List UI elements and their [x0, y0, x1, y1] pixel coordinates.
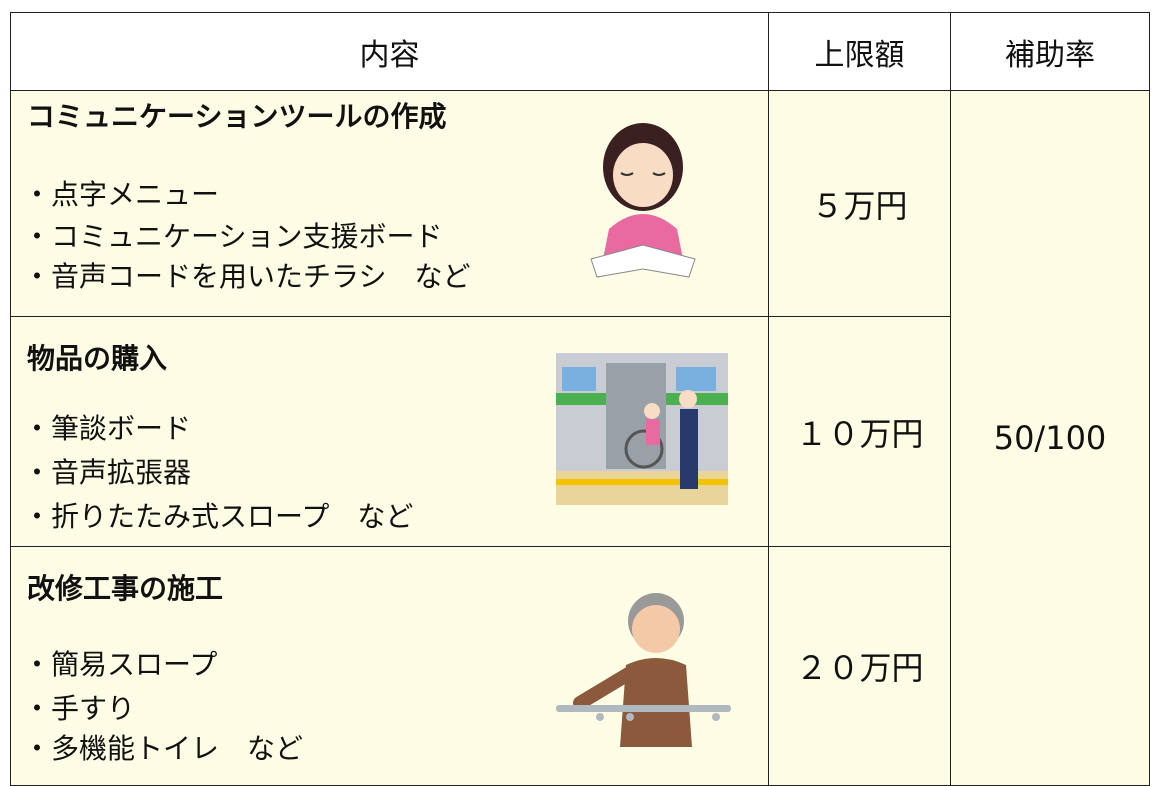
item: ・音声コードを用いたチラシ など [23, 260, 471, 293]
content-cell: 物品の購入 ・筆談ボード ・音声拡張器 ・折りたたみ式スロープ など [10, 316, 769, 547]
illustration [556, 353, 728, 505]
item: ・筆談ボード [23, 412, 192, 445]
item: ・折りたたみ式スロープ など [23, 500, 414, 533]
content-cell: コミュニケーションツールの作成 ・点字メニュー ・コミュニケーション支援ボード … [10, 90, 769, 317]
illustration [590, 123, 696, 278]
limit-cell: ５万円 [768, 90, 951, 317]
item: ・簡易スロープ [23, 648, 218, 681]
item: ・多機能トイレ など [23, 732, 304, 765]
item: ・手すり [23, 692, 136, 725]
item: ・コミュニケーション支援ボード [23, 220, 443, 253]
header-cell: 上限額 [768, 12, 951, 91]
illustration [556, 593, 731, 747]
row-title: コミュニケーションツールの作成 [27, 100, 447, 133]
content-cell: 改修工事の施工 ・簡易スロープ ・手すり ・多機能トイレ など [10, 546, 769, 786]
item: ・点字メニュー [23, 178, 220, 211]
row-title: 改修工事の施工 [27, 572, 224, 605]
row-title: 物品の購入 [27, 342, 168, 375]
header-cell: 補助率 [950, 12, 1150, 91]
header-cell: 内容 [10, 12, 769, 91]
rate-cell: 50/100 [950, 90, 1150, 786]
limit-cell: １０万円 [768, 316, 951, 547]
limit-cell: ２０万円 [768, 546, 951, 786]
item: ・音声拡張器 [23, 456, 192, 489]
